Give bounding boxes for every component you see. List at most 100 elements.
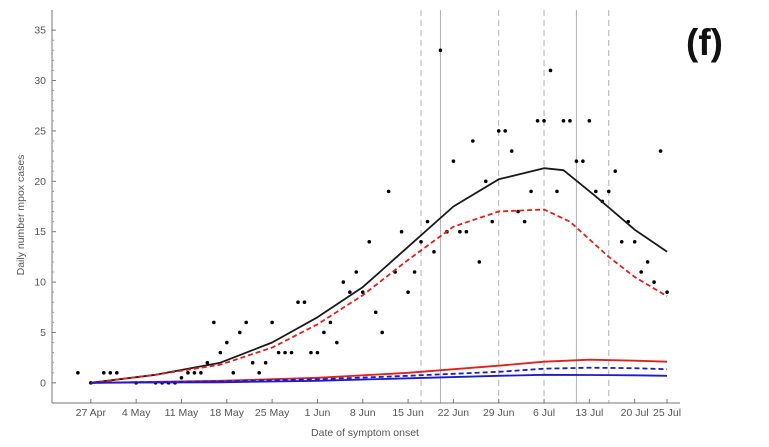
x-tick-label: 6 Jul (533, 407, 555, 419)
data-point (76, 370, 80, 375)
data-point (296, 300, 300, 305)
data-point (645, 260, 650, 264)
data-point (419, 239, 423, 244)
x-tick-label: 20 Jul (621, 407, 649, 419)
data-point (606, 189, 611, 194)
data-point (199, 370, 203, 375)
data-point (581, 159, 585, 163)
y-tick-label: 0 (40, 377, 46, 389)
data-point (665, 290, 669, 294)
data-point (535, 119, 540, 123)
model-curves (90, 167, 668, 384)
data-point (315, 350, 320, 355)
data-point (522, 219, 527, 224)
data-point (309, 350, 313, 355)
data-point (658, 149, 663, 153)
data-point (451, 159, 456, 163)
data-point (438, 48, 443, 53)
data-point (432, 250, 436, 254)
x-tick-label: 11 May (165, 407, 199, 419)
data-point (341, 280, 346, 284)
x-tick-label: 29 Jun (483, 407, 515, 419)
data-point (179, 376, 184, 380)
data-point (276, 350, 281, 355)
data-point (244, 320, 249, 325)
data-point (250, 360, 255, 365)
data-point (386, 189, 391, 194)
series-line-red-dashed (90, 208, 668, 384)
data-point (322, 330, 326, 335)
x-tick-label: 4 May (122, 407, 151, 419)
data-point (471, 139, 475, 143)
data-point (257, 370, 261, 375)
x-tick-label: 13 Jul (575, 407, 603, 419)
y-tick-label: 15 (34, 226, 46, 238)
y-tick-label: 5 (40, 327, 46, 339)
data-point (360, 290, 365, 294)
y-tick-label: 20 (34, 176, 46, 188)
data-point (613, 169, 618, 174)
data-point (289, 350, 294, 355)
data-point (354, 270, 359, 274)
data-point (186, 370, 190, 375)
data-point (406, 290, 410, 294)
data-point (205, 360, 210, 365)
data-point (270, 320, 274, 325)
data-point (348, 290, 352, 294)
data-point (335, 340, 339, 345)
data-point (548, 68, 553, 73)
data-point (503, 129, 507, 133)
y-tick-label: 30 (34, 75, 46, 87)
data-point (373, 310, 378, 315)
data-point (561, 119, 566, 123)
data-point (218, 350, 223, 355)
data-point (237, 330, 242, 335)
data-point (225, 340, 229, 345)
x-tick-label: 18 May (210, 407, 245, 419)
data-point (425, 219, 430, 224)
data-point (483, 179, 488, 184)
data-point (509, 149, 514, 153)
data-point (399, 229, 404, 234)
x-tick-label: 15 Jun (392, 407, 424, 419)
x-tick-label: 1 Jun (305, 407, 331, 419)
y-tick-label: 35 (34, 25, 46, 37)
data-points (76, 48, 669, 385)
axes: 0 5 10 15 20 25 30 35 27 Apr 4 May 11 May 18 May 25 … (34, 10, 681, 419)
data-point (283, 350, 287, 355)
data-point (568, 119, 572, 123)
data-point (212, 320, 216, 325)
data-point (574, 159, 579, 163)
x-tick-label: 27 Apr (76, 407, 107, 419)
y-tick-label: 25 (34, 125, 46, 137)
data-point (328, 320, 333, 325)
data-point (367, 239, 372, 244)
data-point (231, 370, 236, 375)
data-point (619, 239, 624, 244)
y-tick-label: 10 (34, 277, 46, 289)
x-axis-title: Date of symptom onset (311, 427, 419, 439)
plot-area (420, 10, 610, 403)
data-point (555, 189, 559, 194)
series-line-blue-solid (90, 373, 668, 384)
y-axis-title: Daily number mpox cases (15, 155, 27, 276)
x-tick-label: 25 Jul (653, 407, 681, 419)
data-point (477, 260, 482, 264)
series-line-blue-dashed (90, 366, 668, 384)
series-line-black-solid (90, 167, 668, 384)
data-point (639, 270, 643, 274)
data-point (192, 370, 197, 375)
data-point (490, 219, 495, 224)
x-tick-label: 8 Jun (350, 407, 376, 419)
data-point (108, 370, 113, 375)
x-tick-label: 25 May (255, 407, 290, 419)
data-point (516, 209, 520, 214)
data-point (652, 280, 656, 284)
data-point (302, 300, 307, 305)
data-point (263, 360, 268, 365)
panel-label: (f) (686, 22, 723, 63)
data-point (412, 270, 417, 274)
data-point (587, 119, 592, 123)
data-point (114, 370, 119, 375)
